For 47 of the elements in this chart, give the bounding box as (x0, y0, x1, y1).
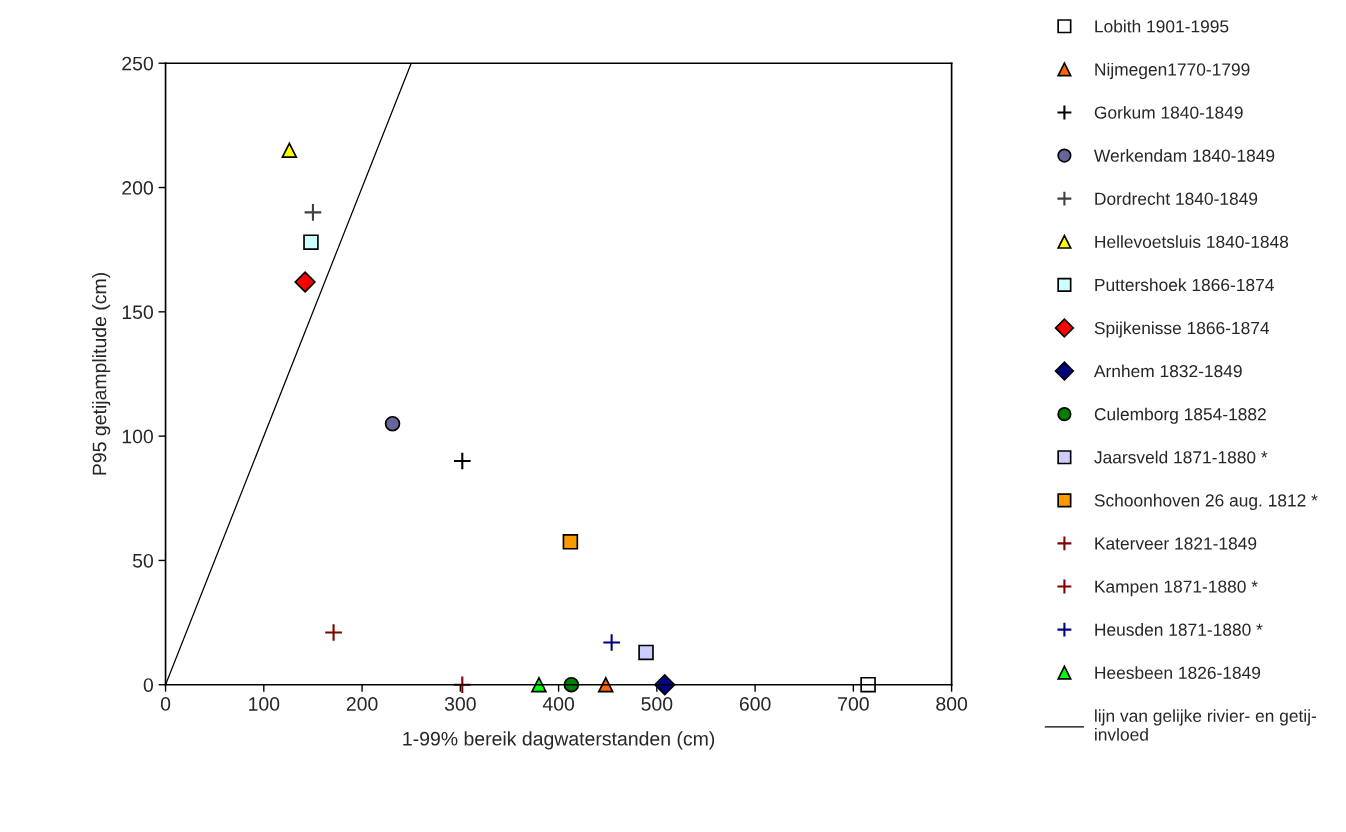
y-tick-label: 250 (122, 56, 153, 71)
legend-label: Lobith 1901-1995 (1095, 19, 1229, 33)
legend-label: Werkendam 1840-1849 (1094, 149, 1275, 162)
x-axis-title: 1-99% bereik dagwaterstanden (cm) (403, 731, 715, 750)
legend-label: lijn van gelijke rivier- en getij- invloed (1095, 709, 1317, 741)
y-tick-label: 150 (122, 305, 153, 320)
point (384, 415, 401, 432)
y-tick-label: 200 (122, 181, 153, 195)
legend-label: Heesbeen 1826-1849 (1095, 666, 1261, 679)
y-tick-label: 50 (132, 553, 153, 568)
x-tick-label: 500 (641, 697, 673, 711)
x-tick-label: 0 (160, 697, 171, 711)
point (324, 623, 343, 642)
legend-label: Puttershoek 1866-1874 (1095, 278, 1274, 292)
legend-label: Nijmegen1770-1799 (1095, 62, 1250, 80)
legend-label: Katerveer 1821-1849 (1095, 537, 1257, 550)
legend-label: Spijkenisse 1866-1874 (1094, 321, 1270, 338)
legend-label: Jaarsveld 1871-1880 * (1094, 450, 1268, 464)
point (531, 676, 547, 693)
legend-label: Dordrecht 1840-1849 (1095, 192, 1258, 205)
point (452, 451, 472, 471)
point (294, 271, 316, 293)
point (303, 234, 319, 251)
legend-label: Hellevoetsluis 1840-1848 (1095, 235, 1289, 248)
x-tick-label: 300 (444, 697, 476, 711)
y-tick-label: 0 (143, 678, 153, 692)
x-tick-label: 600 (739, 697, 771, 711)
legend-label: Gorkum 1840-1849 (1094, 105, 1243, 119)
x-tick-label: 700 (838, 697, 869, 711)
x-tick-label: 400 (542, 697, 575, 711)
point (562, 534, 579, 550)
legend-label: Culemborg 1854-1882 (1094, 407, 1266, 424)
point (602, 633, 622, 652)
x-tick-label: 100 (249, 697, 280, 711)
point (638, 644, 654, 661)
legend-label: Schoonhoven 26 aug. 1812 * (1094, 493, 1318, 510)
x-tick-label: 800 (936, 697, 968, 711)
legend-label: Arnhem 1832-1849 (1093, 364, 1242, 378)
legend-label: Kampen 1871-1880 * (1095, 580, 1258, 597)
point (303, 203, 323, 222)
y-axis-title: P95 getijamplitude (cm) (92, 273, 111, 475)
point (860, 676, 876, 693)
x-tick-label: 200 (346, 697, 378, 711)
point (597, 676, 614, 693)
legend-label: Heusden 1871-1880 * (1095, 623, 1263, 636)
y-tick-label: 100 (122, 429, 153, 444)
point (281, 142, 298, 159)
